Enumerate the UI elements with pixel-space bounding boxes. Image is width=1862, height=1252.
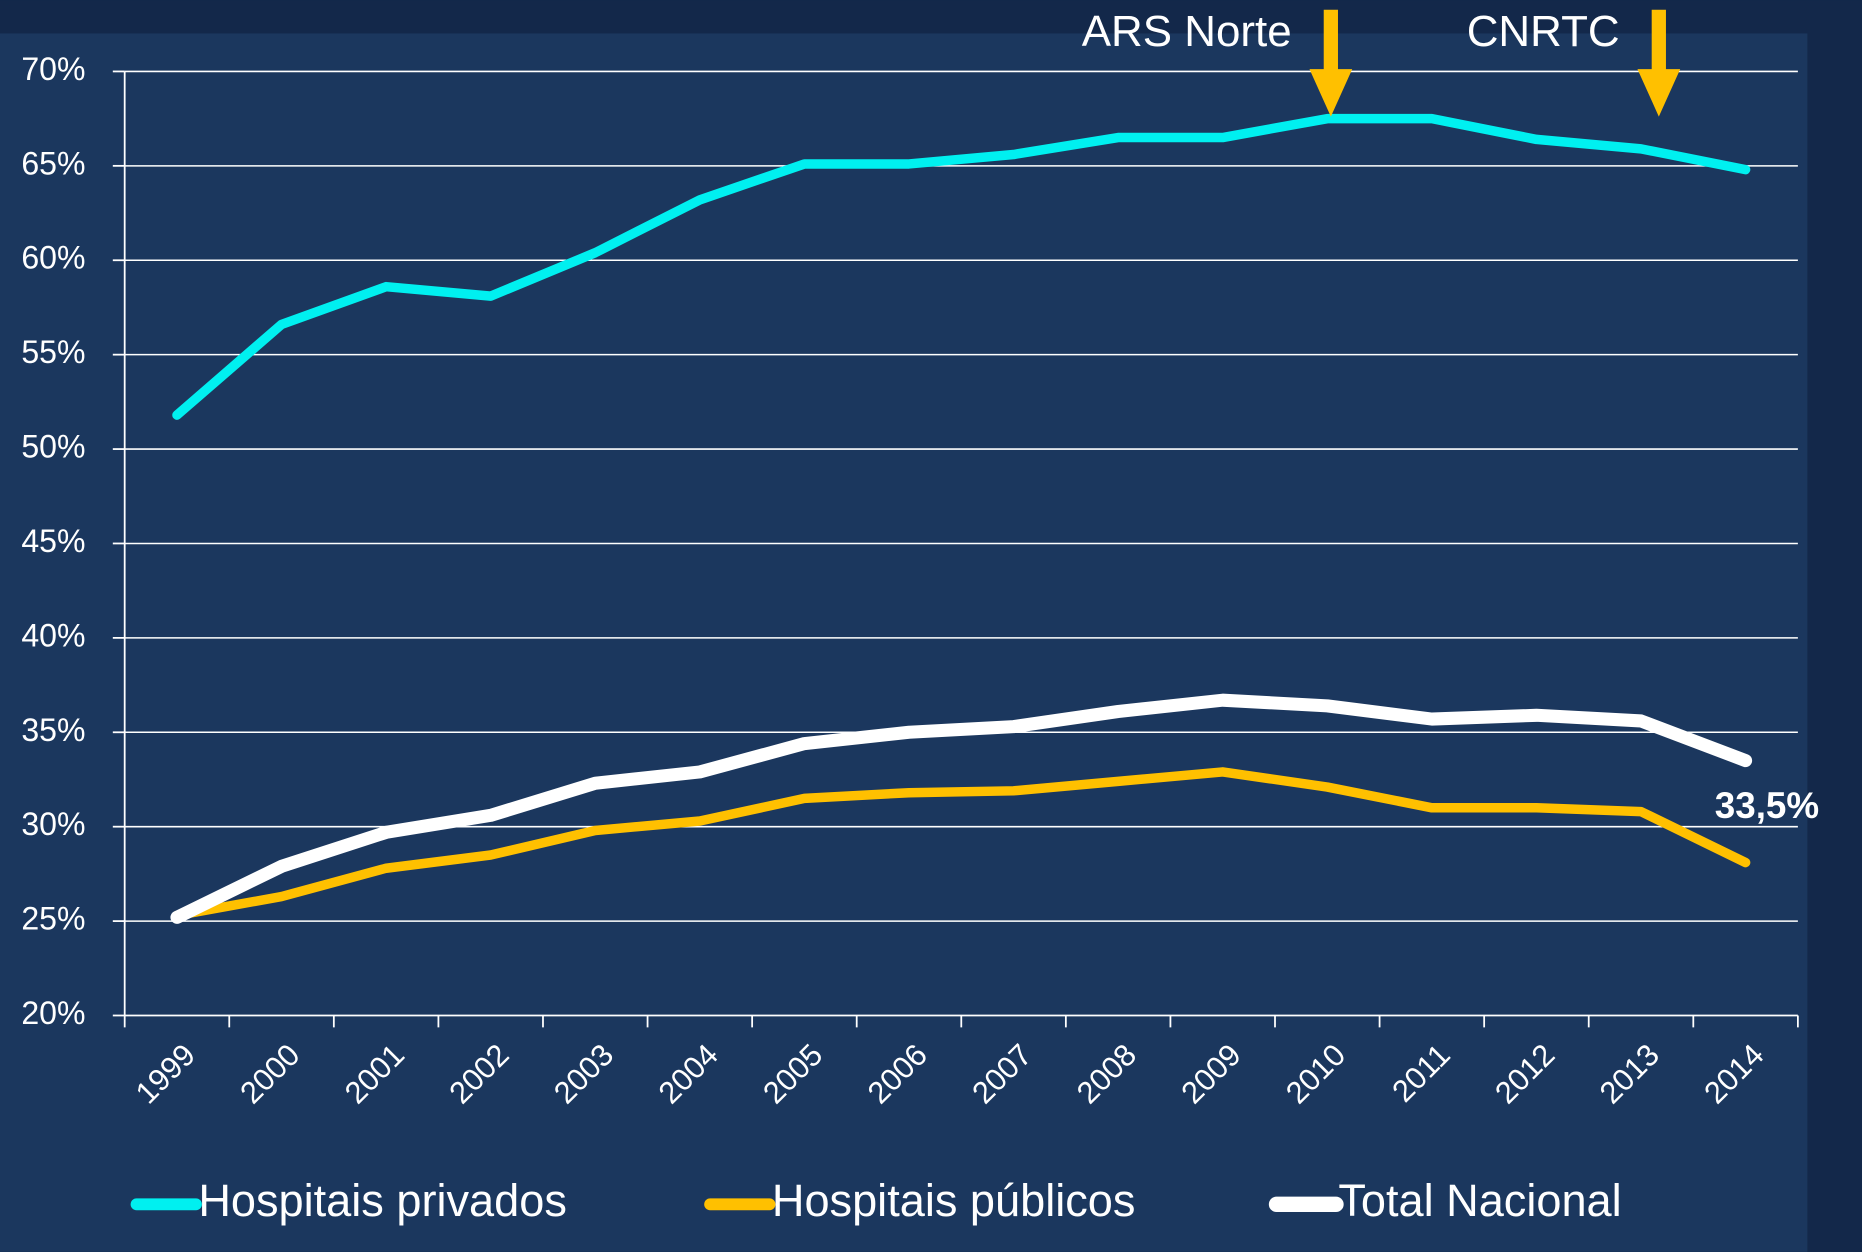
y-tick-label: 60% [21,240,85,276]
y-tick-label: 20% [21,995,85,1031]
series-line [172,767,1751,921]
annotation: CNRTC [1467,7,1620,56]
y-tick-label: 25% [21,901,85,937]
annotation-arrow [1309,9,1353,117]
annotation: ARS Norte [1082,7,1292,56]
y-tick-label: 50% [21,429,85,465]
annotation-arrow [1637,9,1681,117]
series-line [170,693,1753,924]
y-tick-label: 40% [21,617,85,653]
y-tick-label: 55% [21,334,85,370]
legend-label: Hospitais privados [198,1175,567,1226]
y-tick-label: 30% [21,806,85,842]
y-tick-label: 45% [21,523,85,559]
y-tick-label: 35% [21,712,85,748]
legend-label: Hospitais públicos [772,1175,1136,1226]
series-line [172,113,1751,420]
chart-panel [0,33,1808,1252]
legend-label: Total Nacional [1338,1175,1621,1226]
y-tick-label: 70% [21,51,85,87]
y-tick-label: 65% [21,145,85,181]
data-label: 33,5% [1715,785,1819,826]
